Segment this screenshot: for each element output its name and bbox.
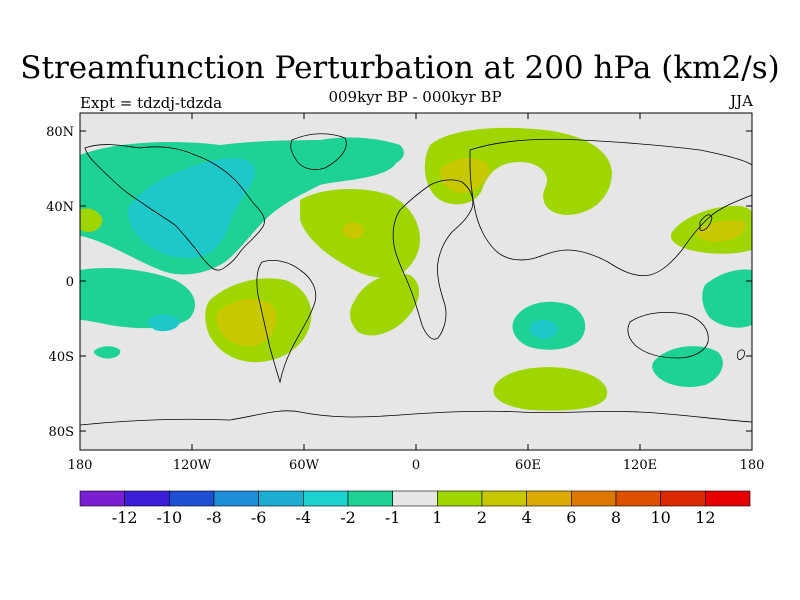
- contour-neg-south-pacific: [80, 268, 195, 329]
- lat-tick-label: 40N: [46, 200, 74, 215]
- coast-asia: [469, 138, 753, 277]
- coast-new-zealand: [737, 349, 745, 360]
- colorbar-label: -10: [156, 508, 182, 527]
- contour-pos-southern-ocean: [493, 367, 608, 411]
- colorbar-box: [481, 490, 527, 507]
- season-label: JJA: [730, 92, 753, 110]
- colorbar-boxes: [79, 490, 751, 507]
- contour-pos-nw-pacific-core: [695, 220, 746, 242]
- colorbar-box: [124, 490, 170, 507]
- contour-pos-atlantic-core: [342, 222, 364, 239]
- contour-neg-tasman: [652, 346, 723, 387]
- lon-tick-label: 180: [68, 458, 93, 473]
- contour-neg-north-america-core: [127, 158, 256, 259]
- colorbar-box: [437, 490, 483, 507]
- contour-neg-indian-ocean-core: [529, 319, 558, 340]
- colorbar-box: [258, 490, 304, 507]
- coast-antarctica: [79, 410, 753, 426]
- colorbar-box: [79, 490, 125, 507]
- lat-tick-label: 80N: [46, 125, 74, 140]
- colorbar-labels: -12 -10 -8 -6 -4 -2 -1 1 2 4 6 8 10 12: [112, 508, 716, 527]
- colorbar-box: [392, 490, 438, 507]
- coast-north-america: [84, 144, 265, 271]
- contour-fills: [80, 127, 752, 411]
- colorbar-box: [303, 490, 349, 507]
- coast-australia: [627, 311, 709, 359]
- lon-tick-label: 0: [412, 458, 420, 473]
- coastlines: [79, 133, 753, 426]
- figure-title: Streamfunction Perturbation at 200 hPa (…: [20, 50, 780, 86]
- colorbar-label: 1: [432, 508, 442, 527]
- lon-tick-label: 180: [740, 458, 765, 473]
- coast-greenland: [290, 133, 347, 170]
- lat-tick-label: 40S: [49, 350, 74, 365]
- colorbar-label: 8: [611, 508, 621, 527]
- colorbar-label: 10: [650, 508, 670, 527]
- experiment-label: Expt = tdzdj-tdzda: [80, 94, 223, 112]
- colorbar-box: [615, 490, 661, 507]
- colorbar-label: -2: [340, 508, 356, 527]
- colorbar-label: 6: [566, 508, 576, 527]
- coast-europe-africa: [392, 179, 474, 340]
- colorbar-box: [571, 490, 617, 507]
- contour-neg-west-pacific: [702, 269, 752, 328]
- colorbar-box: [347, 490, 393, 507]
- coast-south-america: [256, 260, 317, 384]
- contour-pos-left-edge: [80, 208, 103, 232]
- lat-tick-label: 0: [66, 275, 74, 290]
- lon-tick-label: 60E: [515, 458, 541, 473]
- colorbar-box: [526, 490, 572, 507]
- colorbar-box: [660, 490, 706, 507]
- coast-japan: [699, 214, 713, 231]
- colorbar-box: [213, 490, 259, 507]
- lat-tick-label: 80S: [49, 425, 74, 440]
- period-subtitle: 009kyr BP - 000kyr BP: [328, 88, 502, 106]
- colorbar-label: 4: [522, 508, 532, 527]
- lat-axis: 80N 40N 0 40S 80S: [46, 125, 752, 440]
- colorbar-label: 12: [695, 508, 715, 527]
- colorbar-label: -6: [251, 508, 267, 527]
- contour-pos-eurasia-core: [440, 158, 490, 194]
- colorbar-box: [169, 490, 215, 507]
- lon-tick-label: 120W: [173, 458, 212, 473]
- colorbar-label: 2: [477, 508, 487, 527]
- contour-neg-arctic: [300, 137, 404, 169]
- colorbar-label: -8: [206, 508, 222, 527]
- contour-pos-south-atlantic: [350, 273, 420, 336]
- colorbar-label: -4: [296, 508, 312, 527]
- colorbar-label: -1: [385, 508, 401, 527]
- contour-neg-small-blob: [93, 346, 121, 359]
- contour-neg-south-pacific-core: [147, 314, 180, 332]
- colorbar-box: [705, 490, 751, 507]
- colorbar-label: -12: [112, 508, 138, 527]
- lon-tick-label: 60W: [289, 458, 320, 473]
- lon-tick-label: 120E: [623, 458, 657, 473]
- lon-axis: 180 120W 60W 0 60E 120E 180: [68, 113, 765, 473]
